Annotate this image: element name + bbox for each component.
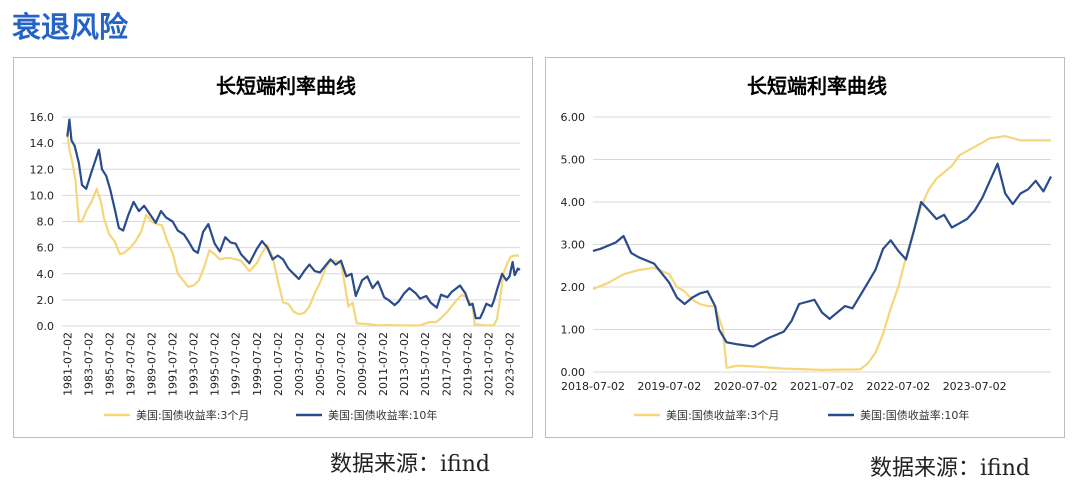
chart-panel-long-history: 长短端利率曲线 0.0 2.0 4.0 6.0 8.0 10.0 12.0 14.0 16.0 19… bbox=[13, 57, 533, 438]
series-line-10y bbox=[66, 118, 521, 320]
y-tick-label: 5.00 bbox=[561, 154, 586, 167]
rate-chart-1981-2024: 长短端利率曲线 0.0 2.0 4.0 6.0 8.0 10.0 12.0 14.0 16.0 19… bbox=[30, 74, 521, 422]
legend-label-10y: 美国:国债收益率:10年 bbox=[860, 408, 969, 422]
series-line-3m bbox=[66, 132, 519, 327]
rate-chart-2018-2024: 长短端利率曲线 0.00 1.00 2.00 3.00 4.00 5.00 6.00 2018-… bbox=[561, 74, 1052, 422]
x-tick-label: 2022-07-02 bbox=[866, 380, 930, 393]
x-tick-label: 1985-07-02 bbox=[103, 332, 116, 396]
x-tick-label: 1999-07-02 bbox=[251, 332, 264, 396]
x-tick-label: 2003-07-02 bbox=[293, 332, 306, 396]
x-tick-label: 1981-07-02 bbox=[61, 332, 74, 396]
chart-title: 长短端利率曲线 bbox=[747, 74, 887, 98]
legend-label-3m: 美国:国债收益率:3个月 bbox=[666, 408, 779, 422]
y-tick-label: 0.0 bbox=[37, 320, 55, 333]
y-tick-label: 10.0 bbox=[30, 189, 55, 202]
x-tick-label: 2023-07-02 bbox=[503, 332, 516, 396]
x-tick-label: 1983-07-02 bbox=[82, 332, 95, 396]
x-tick-label: 2013-07-02 bbox=[398, 332, 411, 396]
y-tick-label: 4.00 bbox=[561, 196, 586, 209]
x-tick-label: 2011-07-02 bbox=[377, 332, 390, 396]
series-line-3m bbox=[592, 135, 1051, 371]
y-tick-label: 6.00 bbox=[561, 111, 586, 124]
x-tick-label: 2005-07-02 bbox=[314, 332, 327, 396]
y-tick-label: 6.0 bbox=[37, 242, 55, 255]
chart-panel-recent: 长短端利率曲线 0.00 1.00 2.00 3.00 4.00 5.00 6.00 2018-… bbox=[545, 57, 1065, 438]
x-tick-label: 1993-07-02 bbox=[188, 332, 201, 396]
data-source-note-right: 数据来源：ifind bbox=[870, 456, 1030, 481]
data-source-note-left: 数据来源：ifind bbox=[330, 452, 490, 477]
y-tick-label: 1.00 bbox=[561, 324, 586, 337]
x-tick-label: 2023-07-02 bbox=[943, 380, 1007, 393]
x-tick-label: 1989-07-02 bbox=[145, 332, 158, 396]
y-tick-label: 14.0 bbox=[30, 137, 55, 150]
x-tick-label: 2019-07-02 bbox=[461, 332, 474, 396]
y-tick-label: 2.00 bbox=[561, 281, 586, 294]
x-tick-label: 1987-07-02 bbox=[124, 332, 137, 396]
series-line-10y bbox=[592, 162, 1052, 348]
y-tick-label: 0.00 bbox=[561, 366, 586, 379]
x-tick-label: 2015-07-02 bbox=[419, 332, 432, 396]
x-tick-label: 2007-07-02 bbox=[335, 332, 348, 396]
x-tick-label: 2021-07-02 bbox=[482, 332, 495, 396]
legend-label-10y: 美国:国债收益率:10年 bbox=[328, 408, 437, 422]
y-tick-label: 4.0 bbox=[37, 268, 55, 281]
x-tick-label: 2009-07-02 bbox=[356, 332, 369, 396]
x-tick-label: 2019-07-02 bbox=[637, 380, 701, 393]
legend-label-3m: 美国:国债收益率:3个月 bbox=[136, 408, 249, 422]
y-tick-label: 2.0 bbox=[37, 294, 55, 307]
x-tick-label: 1995-07-02 bbox=[209, 332, 222, 396]
x-tick-label: 2017-07-02 bbox=[440, 332, 453, 396]
y-tick-label: 12.0 bbox=[30, 163, 55, 176]
y-tick-label: 16.0 bbox=[30, 111, 55, 124]
x-tick-label: 1991-07-02 bbox=[167, 332, 180, 396]
y-tick-label: 3.00 bbox=[561, 239, 586, 252]
chart-title: 长短端利率曲线 bbox=[216, 74, 356, 98]
x-tick-label: 2021-07-02 bbox=[790, 380, 854, 393]
x-tick-label: 2018-07-02 bbox=[561, 380, 625, 393]
x-tick-label: 2020-07-02 bbox=[714, 380, 778, 393]
x-tick-label: 2001-07-02 bbox=[272, 332, 285, 396]
page-title: 衰退风险 bbox=[12, 10, 129, 44]
y-tick-label: 8.0 bbox=[37, 216, 55, 229]
x-tick-label: 1997-07-02 bbox=[230, 332, 243, 396]
